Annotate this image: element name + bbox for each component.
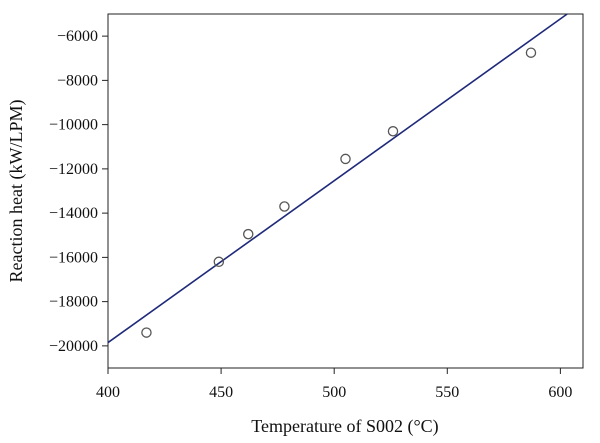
data-point: [387, 126, 399, 137]
data-points: [141, 47, 537, 338]
x-axis-ticks: 400 450 500 550 600: [96, 368, 572, 401]
data-point: [141, 327, 152, 338]
data-point: [242, 228, 254, 240]
y-tick-label: −20000: [49, 338, 98, 355]
fit-line: [107, 13, 568, 344]
y-tick-label: −16000: [49, 249, 98, 266]
x-axis-title: Temperature of S002 (°C): [251, 416, 438, 437]
y-axis-title: Reaction heat (kW/LPM): [6, 100, 27, 283]
fit-line-group: [107, 13, 568, 344]
y-tick-label: −14000: [49, 205, 98, 222]
x-tick-label: 400: [96, 384, 120, 401]
y-tick-label: −10000: [49, 117, 98, 134]
y-tick-label: −12000: [49, 161, 98, 178]
x-tick-label: 550: [435, 384, 459, 401]
y-tick-label: −6000: [57, 28, 98, 45]
y-axis-ticks: −6000 −8000 −10000 −12000 −14000 −16000 −18000…: [49, 28, 108, 355]
x-tick-label: 500: [322, 384, 346, 401]
x-tick-label: 600: [548, 384, 572, 401]
x-tick-label: 450: [209, 384, 233, 401]
data-point: [213, 256, 225, 268]
data-point: [525, 47, 537, 58]
plot-area-frame: [107, 13, 584, 369]
data-point: [340, 153, 351, 165]
data-point: [279, 201, 290, 212]
y-tick-label: −8000: [57, 72, 98, 89]
y-tick-label: −18000: [49, 294, 98, 311]
